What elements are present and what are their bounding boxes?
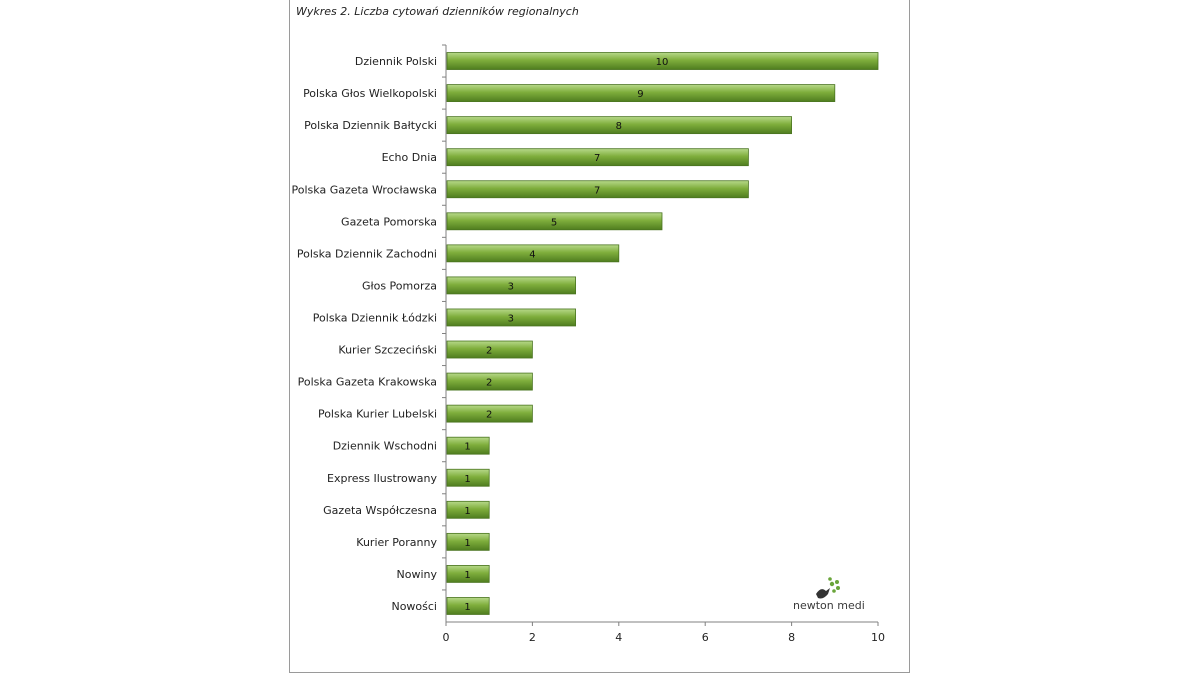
bar (446, 276, 577, 295)
data-label: 5 (551, 217, 557, 228)
bar (446, 308, 577, 327)
bar (446, 436, 490, 455)
bar (446, 597, 490, 615)
category-label: Polska Dziennik Zachodni (297, 247, 437, 260)
category-label: Express Ilustrowany (327, 472, 437, 485)
category-label: Kurier Szczeciński (338, 344, 437, 357)
data-label: 1 (464, 570, 470, 581)
category-label: Kurier Poranny (356, 536, 437, 549)
data-label: 4 (529, 249, 535, 260)
bar (446, 532, 490, 551)
category-label: Nowości (391, 600, 437, 613)
data-label: 1 (464, 474, 470, 485)
bar (446, 404, 533, 423)
logo-text: newton media (793, 599, 864, 612)
category-label: Polska Gazeta Wrocławska (292, 183, 437, 196)
data-label: 3 (508, 313, 514, 324)
data-label: 2 (486, 346, 492, 357)
chart-title: Wykres 2. Liczba cytowań dzienników regi… (296, 5, 579, 18)
bar (446, 565, 490, 583)
category-label: Polska Kurier Lubelski (318, 408, 437, 421)
category-label: Dziennik Wschodni (333, 440, 437, 453)
x-tick-label: 4 (615, 631, 622, 644)
category-label: Echo Dnia (382, 151, 437, 164)
data-label: 8 (616, 121, 622, 132)
category-label: Dziennik Polski (355, 55, 437, 68)
bar (446, 212, 663, 231)
bar (446, 468, 490, 487)
x-tick-label: 8 (788, 631, 795, 644)
data-label: 7 (594, 185, 600, 196)
data-label: 10 (656, 57, 669, 68)
category-label: Polska Dziennik Bałtycki (304, 119, 437, 132)
data-label: 2 (486, 410, 492, 421)
data-label: 7 (594, 153, 600, 164)
bar (446, 116, 793, 135)
bar (446, 180, 749, 199)
data-label: 1 (464, 506, 470, 517)
bar (446, 244, 620, 263)
bar (446, 52, 879, 70)
data-label: 9 (637, 89, 643, 100)
category-label: Gazeta Pomorska (341, 215, 437, 228)
bird-icon (816, 577, 840, 599)
x-tick-label: 0 (443, 631, 450, 644)
chart-frame (289, 0, 910, 673)
category-label: Polska Gazeta Krakowska (298, 376, 437, 389)
data-label: 1 (464, 602, 470, 613)
data-label: 1 (464, 538, 470, 549)
x-tick-label: 10 (871, 631, 885, 644)
x-tick-label: 2 (529, 631, 536, 644)
category-label: Gazeta Współczesna (323, 504, 437, 517)
category-label: Głos Pomorza (362, 279, 437, 292)
bar (446, 84, 836, 102)
data-label: 3 (508, 281, 514, 292)
newton-media-logo: newton media (793, 577, 864, 612)
category-label: Polska Dziennik Łódzki (313, 311, 437, 324)
category-label: Nowiny (397, 568, 438, 581)
data-label: 2 (486, 378, 492, 389)
x-tick-label: 6 (702, 631, 709, 644)
bar (446, 372, 533, 391)
data-label: 1 (464, 442, 470, 453)
bar (446, 340, 533, 359)
bar (446, 500, 490, 519)
bar (446, 148, 749, 167)
category-label: Polska Głos Wielkopolski (303, 87, 437, 100)
